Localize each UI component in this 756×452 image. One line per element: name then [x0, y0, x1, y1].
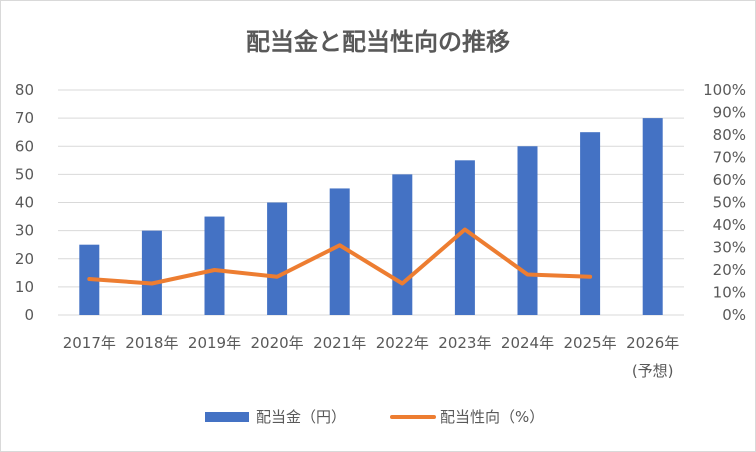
- right-tick-label: 0%: [722, 306, 746, 324]
- series-line: [87, 227, 593, 286]
- x-tick-label: 2024年: [501, 334, 554, 352]
- bar: [267, 202, 288, 315]
- legend-label-line: 配当性向（%）: [440, 408, 544, 426]
- bar: [329, 188, 350, 315]
- x-axis: 2017年 2018年 2019年 2020年 2021年 2022年 2023年 2024年…: [63, 334, 680, 380]
- right-tick-label: 30%: [713, 239, 746, 257]
- right-tick-label: 50%: [713, 194, 746, 212]
- x-tick-label: 2023年: [438, 334, 491, 352]
- left-tick-label: 0: [24, 306, 34, 324]
- left-tick-label: 60: [15, 137, 34, 155]
- right-tick-label: 60%: [713, 171, 746, 189]
- bar: [642, 118, 663, 315]
- left-tick-label: 70: [15, 109, 34, 127]
- legend-swatch-bar: [205, 412, 249, 422]
- right-tick-label: 80%: [713, 126, 746, 144]
- left-tick-label: 40: [15, 194, 34, 212]
- legend-label-bar: 配当金（円）: [256, 408, 346, 426]
- bar: [454, 160, 475, 315]
- right-axis: 0% 10% 20% 30% 40% 50% 60% 70% 80% 90% 100%: [703, 81, 746, 324]
- left-tick-label: 20: [15, 250, 34, 268]
- bar-series: [79, 118, 663, 315]
- bar: [580, 132, 601, 315]
- right-tick-label: 40%: [713, 216, 746, 234]
- left-tick-label: 50: [15, 165, 34, 183]
- bar: [392, 174, 413, 315]
- left-tick-label: 80: [15, 81, 34, 99]
- left-axis: 0 10 20 30 40 50 60 70 80: [15, 81, 34, 324]
- x-tick-label: 2026年: [626, 334, 679, 352]
- left-tick-label: 30: [15, 222, 34, 240]
- x-tick-label: 2019年: [188, 334, 241, 352]
- x-tick-label: 2025年: [564, 334, 617, 352]
- right-tick-label: 100%: [703, 81, 746, 99]
- left-tick-label: 10: [15, 278, 34, 296]
- x-tick-label: 2018年: [125, 334, 178, 352]
- gridlines: [58, 89, 684, 316]
- x-tick-sublabel: (予想): [632, 362, 674, 380]
- right-tick-label: 70%: [713, 149, 746, 167]
- bar: [204, 216, 225, 315]
- chart-title: 配当金と配当性向の推移: [246, 28, 510, 56]
- x-tick-label: 2017年: [63, 334, 116, 352]
- x-tick-label: 2022年: [376, 334, 429, 352]
- bar: [141, 230, 162, 315]
- bar: [517, 146, 538, 315]
- line-series: [87, 227, 593, 286]
- x-tick-label: 2020年: [251, 334, 304, 352]
- x-tick-label: 2021年: [313, 334, 366, 352]
- right-tick-label: 20%: [713, 261, 746, 279]
- legend: 配当金（円） 配当性向（%）: [205, 408, 544, 426]
- right-tick-label: 10%: [713, 284, 746, 302]
- right-tick-label: 90%: [713, 104, 746, 122]
